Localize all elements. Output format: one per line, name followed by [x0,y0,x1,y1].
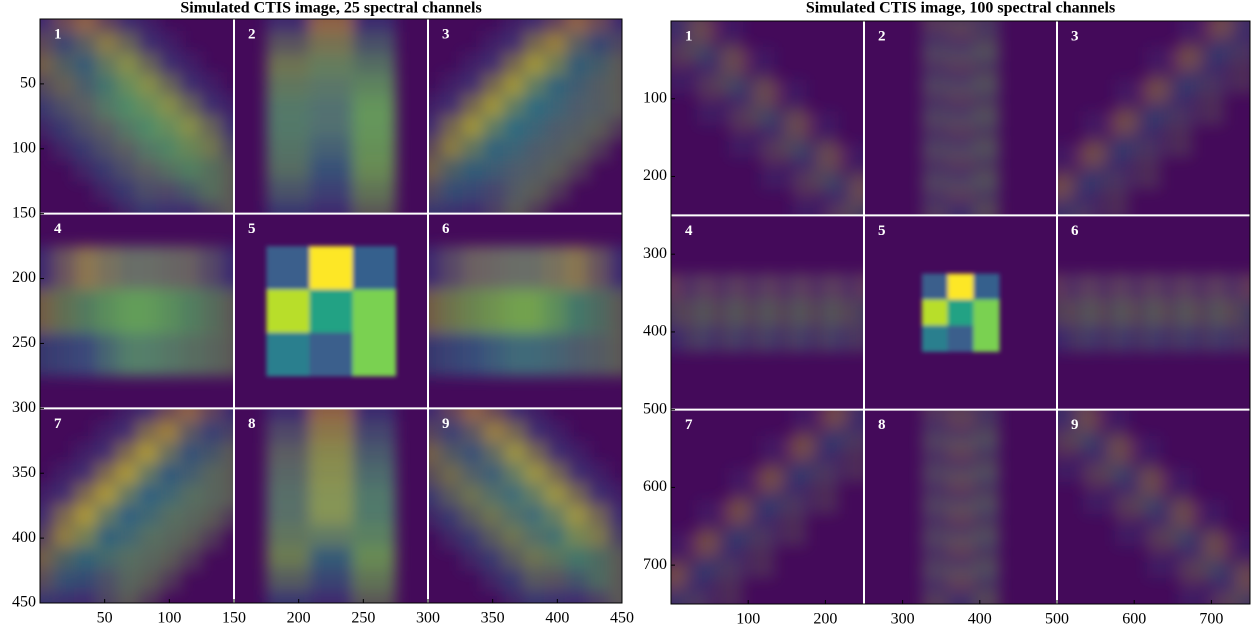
diffraction-order [266,246,397,377]
chart-title: Simulated CTIS image, 25 spectral channe… [180,0,481,17]
y-tick-label: 250 [12,334,36,351]
diffraction-order [1057,273,1250,352]
x-tick-label: 250 [351,610,375,627]
y-tick-label: 100 [643,89,667,106]
panel-label: 4 [685,223,693,239]
plot-frame [670,20,1251,605]
diffraction-order [671,273,864,352]
y-tick-label: 700 [643,556,667,573]
x-tick-label: 50 [97,610,113,627]
y-tick-label: 200 [12,269,36,286]
panel-label: 9 [442,416,450,432]
diffraction-order [428,19,622,214]
x-tick-label: 600 [1122,611,1146,628]
y-tick-label: 400 [643,323,667,340]
y-tick-label: 150 [12,204,36,221]
x-tick-label: 300 [891,611,915,628]
panel-label: 8 [248,416,256,432]
diffraction-order [921,21,1000,216]
y-tick-label: 350 [12,464,36,481]
panel-label: 1 [54,26,62,42]
x-tick-label: 200 [813,611,837,628]
y-tick-label: 300 [12,399,36,416]
diffraction-order [1057,21,1250,216]
panel-label: 2 [878,28,886,44]
x-tick-label: 100 [736,611,760,628]
x-tick-label: 150 [222,610,246,627]
y-tick-label: 300 [643,245,667,262]
panel-label: 5 [248,221,256,237]
diffraction-order [40,19,234,214]
diffraction-order [428,408,622,604]
chart-title: Simulated CTIS image, 100 spectral chann… [806,0,1115,17]
x-tick-label: 300 [416,610,440,627]
y-tick-label: 400 [12,529,36,546]
x-tick-label: 350 [481,610,505,627]
panel-label: 6 [1071,223,1079,239]
diffraction-order [1057,409,1250,604]
y-tick-label: 450 [12,594,36,611]
panel-label: 1 [685,28,693,44]
y-tick-label: 600 [643,478,667,495]
panel-label: 7 [54,416,62,432]
diffraction-order [671,409,864,604]
diffraction-order [921,273,1000,352]
diffraction-order [266,408,397,604]
y-tick-label: 500 [643,400,667,417]
diffraction-order [671,21,864,216]
panel-label: 3 [442,26,450,42]
x-tick-label: 450 [610,610,634,627]
x-tick-label: 100 [157,610,181,627]
panel-label: 3 [1071,28,1079,44]
x-tick-label: 700 [1199,611,1223,628]
x-tick-label: 400 [968,611,992,628]
y-tick-label: 200 [643,167,667,184]
panel-label: 2 [248,26,256,42]
panel-label: 9 [1071,417,1079,433]
plot-frame [39,18,623,604]
x-tick-label: 400 [545,610,569,627]
x-tick-label: 200 [287,610,311,627]
panel-label: 6 [442,221,450,237]
panel-label: 7 [685,417,693,433]
x-tick-label: 500 [1045,611,1069,628]
diffraction-order [40,408,234,604]
panel-label: 5 [878,223,886,239]
diffraction-order [921,409,1000,604]
panel-label: 4 [54,221,62,237]
diffraction-order [40,246,234,377]
panel-label: 8 [878,417,886,433]
y-tick-label: 100 [12,139,36,156]
diffraction-order [266,19,397,214]
y-tick-label: 50 [20,75,36,92]
diffraction-order [428,246,622,377]
